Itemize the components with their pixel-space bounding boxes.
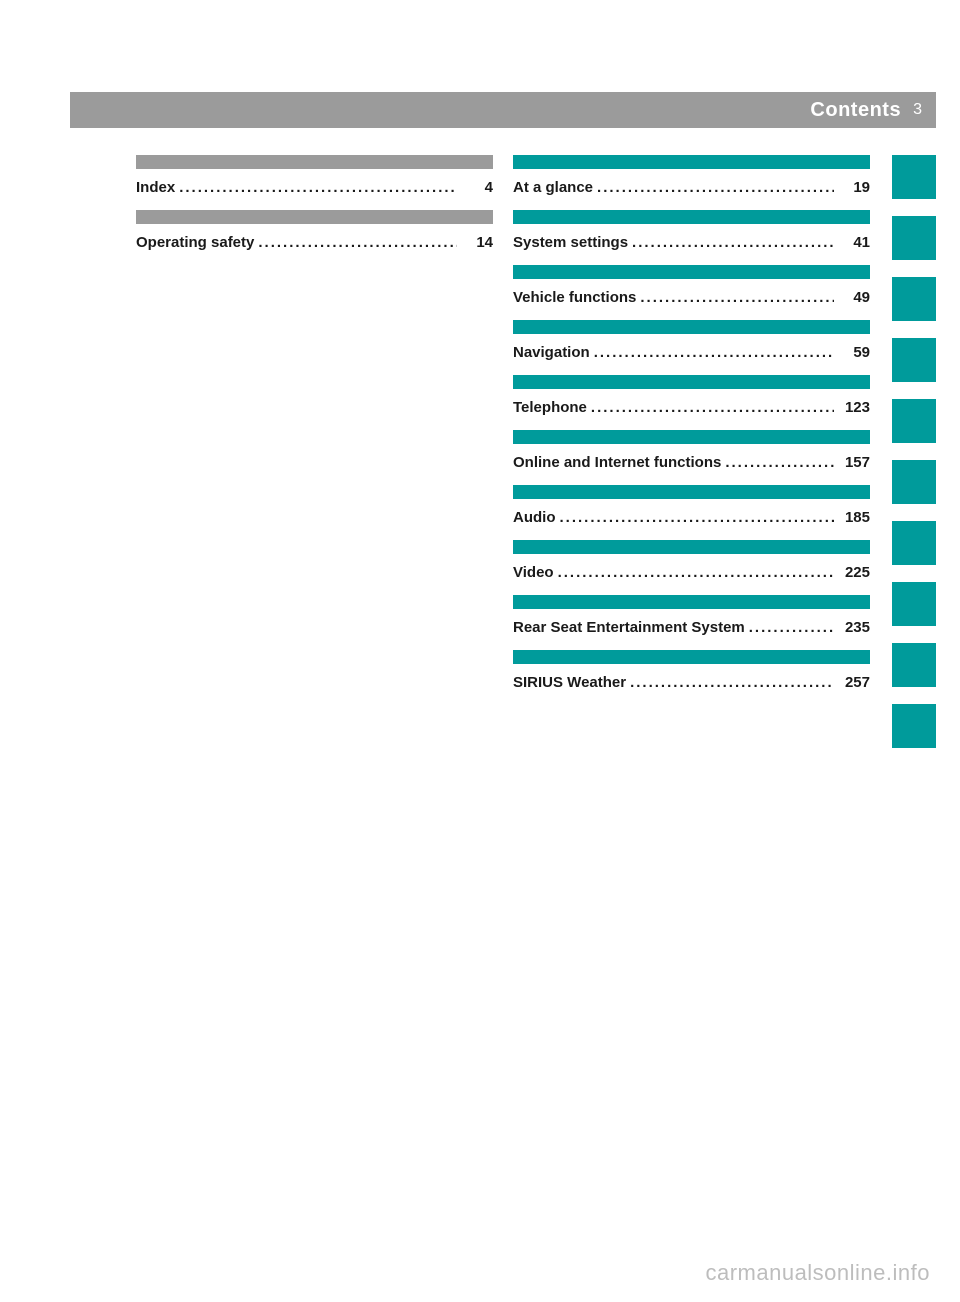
toc-entry: Vehicle functions ......................… bbox=[513, 265, 870, 306]
toc-page: 235 bbox=[834, 619, 870, 636]
toc-page: 157 bbox=[834, 454, 870, 471]
toc-dots: ........................................… bbox=[254, 234, 457, 251]
content-area: Index ..................................… bbox=[136, 155, 870, 705]
toc-title: Navigation bbox=[513, 344, 590, 361]
section-bar bbox=[513, 650, 870, 664]
toc-entry: Navigation .............................… bbox=[513, 320, 870, 361]
chapter-tab bbox=[892, 704, 936, 748]
section-bar bbox=[513, 155, 870, 169]
section-bar bbox=[136, 155, 493, 169]
toc-title: Vehicle functions bbox=[513, 289, 636, 306]
chapter-tab bbox=[892, 521, 936, 565]
toc-page: 123 bbox=[834, 399, 870, 416]
section-bar bbox=[513, 265, 870, 279]
toc-entry: Online and Internet functions ..........… bbox=[513, 430, 870, 471]
toc-dots: ........................................… bbox=[593, 179, 834, 196]
toc-page: 49 bbox=[834, 289, 870, 306]
header-title: Contents bbox=[810, 99, 901, 122]
chapter-tab bbox=[892, 216, 936, 260]
toc-entry: SIRIUS Weather .........................… bbox=[513, 650, 870, 691]
toc-dots: ........................................… bbox=[590, 344, 834, 361]
toc-title: Telephone bbox=[513, 399, 587, 416]
toc-dots: ........................................… bbox=[587, 399, 834, 416]
toc-entry: At a glance ............................… bbox=[513, 155, 870, 196]
toc-title: At a glance bbox=[513, 179, 593, 196]
toc-title: System settings bbox=[513, 234, 628, 251]
section-bar bbox=[136, 210, 493, 224]
section-bar bbox=[513, 210, 870, 224]
left-column: Index ..................................… bbox=[136, 155, 493, 705]
toc-dots: ........................................… bbox=[556, 509, 835, 526]
toc-dots: ........................................… bbox=[626, 674, 834, 691]
chapter-tab bbox=[892, 155, 936, 199]
toc-page: 185 bbox=[834, 509, 870, 526]
section-bar bbox=[513, 375, 870, 389]
chapter-tab bbox=[892, 643, 936, 687]
toc-title: Audio bbox=[513, 509, 556, 526]
toc-line: Rear Seat Entertainment System .........… bbox=[513, 619, 870, 636]
toc-dots: ........................................… bbox=[636, 289, 834, 306]
chapter-tab bbox=[892, 460, 936, 504]
toc-title: Online and Internet functions bbox=[513, 454, 721, 471]
toc-line: Operating safety .......................… bbox=[136, 234, 493, 251]
right-column: At a glance ............................… bbox=[513, 155, 870, 705]
section-bar bbox=[513, 540, 870, 554]
toc-line: Video ..................................… bbox=[513, 564, 870, 581]
toc-page: 225 bbox=[834, 564, 870, 581]
toc-page: 257 bbox=[834, 674, 870, 691]
section-bar bbox=[513, 320, 870, 334]
toc-dots: ........................................… bbox=[175, 179, 457, 196]
toc-line: Online and Internet functions ..........… bbox=[513, 454, 870, 471]
toc-entry: Telephone ..............................… bbox=[513, 375, 870, 416]
toc-page: 59 bbox=[834, 344, 870, 361]
header-bar: Contents 3 bbox=[70, 92, 936, 128]
toc-dots: ........................................… bbox=[628, 234, 834, 251]
tab-strip bbox=[892, 155, 936, 765]
toc-line: Telephone ..............................… bbox=[513, 399, 870, 416]
chapter-tab bbox=[892, 338, 936, 382]
toc-line: Vehicle functions ......................… bbox=[513, 289, 870, 306]
toc-dots: ........................................… bbox=[721, 454, 834, 471]
section-bar bbox=[513, 430, 870, 444]
toc-entry: Rear Seat Entertainment System .........… bbox=[513, 595, 870, 636]
toc-line: Index ..................................… bbox=[136, 179, 493, 196]
toc-page: 19 bbox=[834, 179, 870, 196]
header-page-number: 3 bbox=[913, 101, 922, 119]
toc-title: Index bbox=[136, 179, 175, 196]
toc-entry: Operating safety .......................… bbox=[136, 210, 493, 251]
toc-line: SIRIUS Weather .........................… bbox=[513, 674, 870, 691]
toc-page: 41 bbox=[834, 234, 870, 251]
toc-line: System settings ........................… bbox=[513, 234, 870, 251]
chapter-tab bbox=[892, 582, 936, 626]
page-container: Contents 3 Index .......................… bbox=[0, 0, 960, 1302]
toc-entry: Index ..................................… bbox=[136, 155, 493, 196]
toc-page: 4 bbox=[457, 179, 493, 196]
toc-dots: ........................................… bbox=[554, 564, 834, 581]
toc-entry: System settings ........................… bbox=[513, 210, 870, 251]
toc-title: Rear Seat Entertainment System bbox=[513, 619, 745, 636]
toc-title: Video bbox=[513, 564, 554, 581]
toc-line: Navigation .............................… bbox=[513, 344, 870, 361]
toc-title: SIRIUS Weather bbox=[513, 674, 626, 691]
toc-page: 14 bbox=[457, 234, 493, 251]
toc-title: Operating safety bbox=[136, 234, 254, 251]
chapter-tab bbox=[892, 277, 936, 321]
watermark: carmanualsonline.info bbox=[705, 1260, 930, 1286]
chapter-tab bbox=[892, 399, 936, 443]
toc-entry: Audio ..................................… bbox=[513, 485, 870, 526]
toc-line: At a glance ............................… bbox=[513, 179, 870, 196]
section-bar bbox=[513, 595, 870, 609]
toc-line: Audio ..................................… bbox=[513, 509, 870, 526]
section-bar bbox=[513, 485, 870, 499]
toc-entry: Video ..................................… bbox=[513, 540, 870, 581]
toc-dots: ........................................… bbox=[745, 619, 834, 636]
